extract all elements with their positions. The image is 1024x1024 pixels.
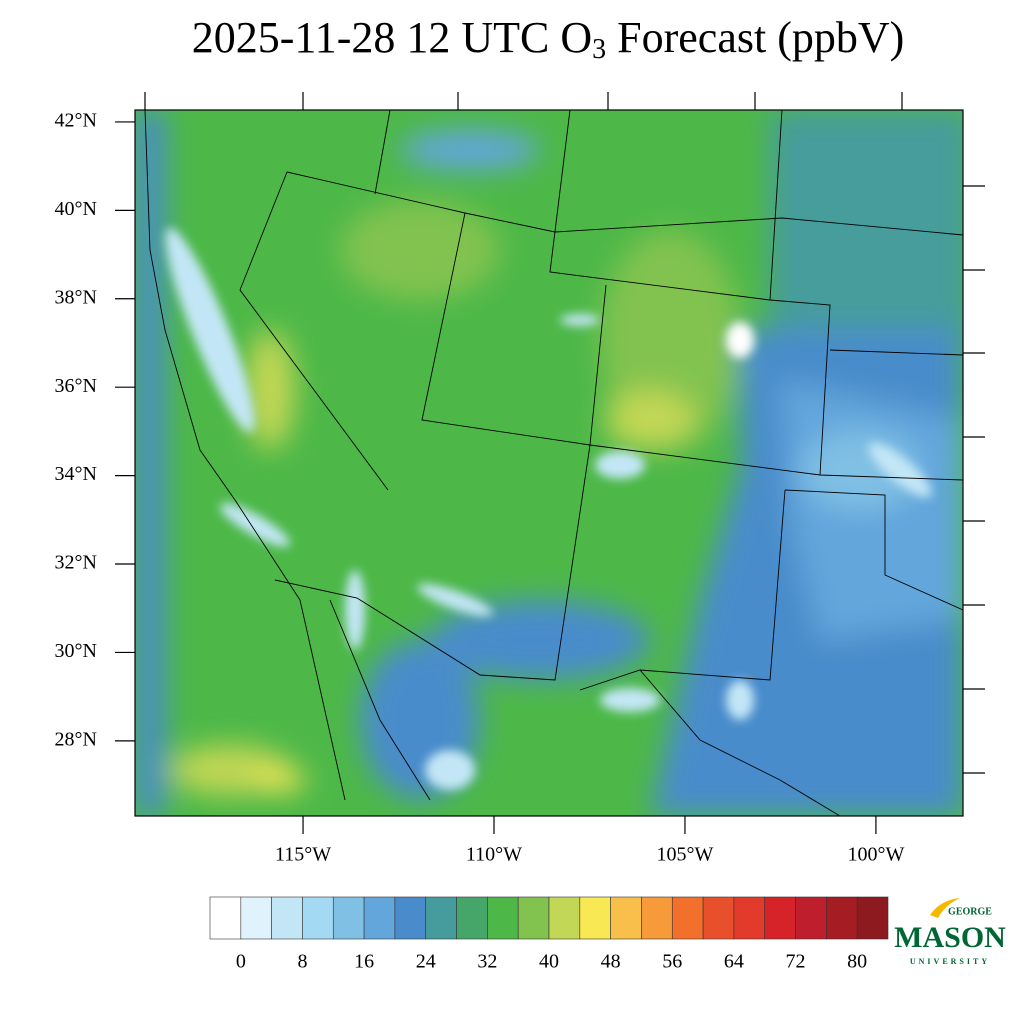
x-tick-label: 110°W	[466, 844, 522, 866]
title-text: 2025-11-28 12 UTC O	[192, 13, 592, 62]
colorbar-box	[610, 896, 642, 940]
x-tick-label: 100°W	[847, 844, 904, 866]
colorbar-box	[764, 896, 796, 940]
colorbar-box	[456, 896, 488, 940]
logo: GEORGE MASON UNIVERSITY	[894, 898, 1006, 966]
colorbar-label: 40	[539, 951, 559, 973]
colorbar-box	[641, 896, 673, 940]
colorbar-label: 24	[416, 951, 436, 973]
colorbar-box	[702, 896, 735, 940]
logo-text: MASON	[894, 921, 1006, 954]
y-tick-label: 28°N	[55, 728, 97, 750]
colorbar-box	[795, 896, 827, 940]
y-tick-label: 40°N	[55, 198, 97, 220]
y-tick-label: 42°N	[55, 110, 97, 132]
colorbar-box	[826, 896, 858, 940]
ozone-field	[135, 110, 963, 816]
colorbar-box	[733, 896, 766, 940]
colorbar-box	[425, 896, 457, 940]
colorbar-label: 80	[847, 951, 867, 973]
logo-text: GEORGE	[948, 906, 992, 917]
title: 2025-11-28 12 UTC O3 Forecast (ppbV)	[192, 13, 905, 65]
y-tick-label: 36°N	[55, 375, 97, 397]
colorbar-box	[579, 896, 611, 940]
y-tick-label: 38°N	[55, 286, 97, 308]
title-text: Forecast (ppbV)	[606, 13, 904, 62]
colorbar-label: 72	[786, 951, 806, 973]
colorbar-label: 48	[601, 951, 621, 973]
colorbar-box	[271, 896, 303, 940]
colorbar-box	[302, 896, 334, 940]
borders	[144, 110, 963, 816]
frame-ticks	[144, 92, 985, 774]
colorbar-box	[332, 896, 365, 940]
logo-text: UNIVERSITY	[910, 957, 990, 966]
y-tick-label: 30°N	[55, 640, 97, 662]
colorbar-label: 0	[236, 951, 246, 973]
colorbar-box	[394, 896, 427, 940]
colorbar-box	[363, 896, 396, 940]
colorbar-box	[671, 896, 704, 940]
x-tick-label: 115°W	[275, 844, 331, 866]
title-subscript: 3	[592, 34, 606, 65]
colorbar-box	[517, 896, 550, 940]
y-tick-label: 32°N	[55, 552, 97, 574]
colorbar-box	[548, 896, 581, 940]
colorbar-box	[240, 896, 272, 940]
colorbar-label: 16	[354, 951, 374, 973]
colorbar-label: 8	[297, 951, 307, 973]
colorbar-box	[487, 896, 519, 940]
y-tick-label: 34°N	[55, 463, 97, 485]
colorbar-label: 56	[662, 951, 682, 973]
colorbar-box	[209, 896, 242, 940]
x-tick-label: 105°W	[657, 844, 714, 866]
map-frame	[134, 109, 964, 817]
colorbar-box	[856, 896, 889, 940]
colorbar-label: 32	[477, 951, 497, 973]
colorbar-label: 64	[724, 951, 744, 973]
